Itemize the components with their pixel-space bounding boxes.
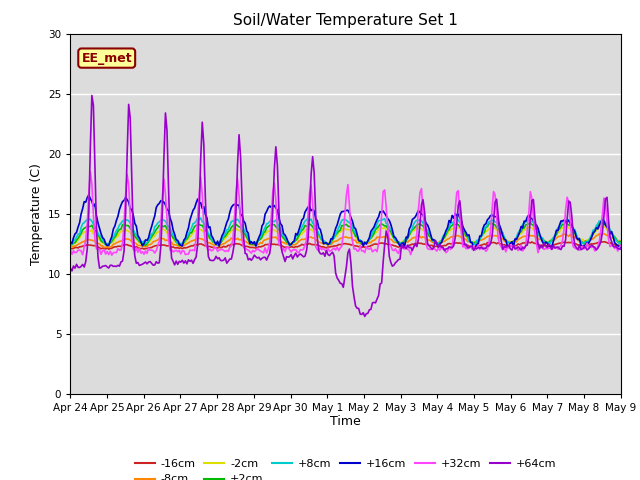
-8cm [250,242,258,248]
-8cm [308,235,316,241]
+16cm [260,221,268,227]
+2cm [308,224,316,230]
+8cm [230,217,238,223]
+32cm [86,169,94,175]
Text: EE_met: EE_met [81,51,132,65]
Title: Soil/Water Temperature Set 1: Soil/Water Temperature Set 1 [233,13,458,28]
+2cm [141,242,149,248]
-8cm [136,242,143,248]
X-axis label: Time: Time [330,415,361,429]
-2cm [249,240,257,246]
-16cm [617,242,625,248]
Line: +2cm: +2cm [70,222,621,245]
-8cm [260,238,268,243]
-16cm [136,245,143,251]
+32cm [108,252,116,258]
+2cm [134,237,141,242]
+64cm [67,265,74,271]
+32cm [261,245,269,251]
+16cm [232,202,240,207]
Line: -2cm: -2cm [70,227,621,245]
+64cm [88,93,96,98]
Line: -8cm: -8cm [70,234,621,248]
+64cm [260,254,268,260]
-8cm [232,237,240,242]
-16cm [600,239,608,245]
-16cm [67,245,74,251]
-16cm [308,242,316,248]
-16cm [232,241,240,247]
-2cm [617,238,625,244]
-2cm [563,224,571,229]
Line: +64cm: +64cm [70,96,621,316]
-8cm [600,231,608,237]
Line: -16cm: -16cm [70,242,621,249]
+2cm [562,219,570,225]
+16cm [308,206,316,212]
-8cm [100,245,108,251]
+32cm [137,251,145,256]
Y-axis label: Temperature (C): Temperature (C) [29,163,43,264]
+64cm [617,246,625,252]
+8cm [67,240,74,246]
-2cm [307,227,315,233]
-8cm [67,244,74,250]
+64cm [361,313,369,319]
+2cm [67,242,74,248]
+2cm [232,221,240,227]
+16cm [588,234,595,240]
+64cm [589,244,597,250]
+8cm [308,220,316,226]
-2cm [588,233,595,239]
+32cm [617,242,625,248]
-16cm [588,241,595,247]
+8cm [286,243,294,249]
+32cm [252,247,260,253]
-16cm [105,246,113,252]
-16cm [260,243,268,249]
+32cm [310,225,318,230]
+8cm [249,240,257,246]
+16cm [67,239,74,245]
+64cm [308,154,316,159]
+64cm [232,209,240,215]
+2cm [250,242,258,248]
+32cm [67,247,74,252]
+32cm [234,176,241,181]
+16cm [85,192,93,198]
+16cm [136,235,143,241]
+8cm [453,215,461,221]
+8cm [617,240,625,246]
Legend: -16cm, -8cm, -2cm, +2cm, +8cm, +16cm, +32cm, +64cm: -16cm, -8cm, -2cm, +2cm, +8cm, +16cm, +3… [131,455,561,480]
+2cm [260,230,268,236]
-16cm [250,245,258,251]
-8cm [617,239,625,244]
Line: +32cm: +32cm [70,172,621,255]
-2cm [67,242,74,248]
+64cm [136,263,143,268]
Line: +16cm: +16cm [70,195,621,249]
+32cm [589,243,597,249]
-2cm [134,238,141,243]
+8cm [134,234,141,240]
-2cm [258,235,266,240]
+8cm [258,231,266,237]
-8cm [588,237,595,242]
+64cm [250,252,258,258]
+16cm [250,239,258,245]
-2cm [230,225,238,231]
+2cm [617,239,625,244]
+2cm [589,231,597,237]
Line: +8cm: +8cm [70,218,621,246]
+8cm [589,227,597,233]
+16cm [617,246,625,252]
